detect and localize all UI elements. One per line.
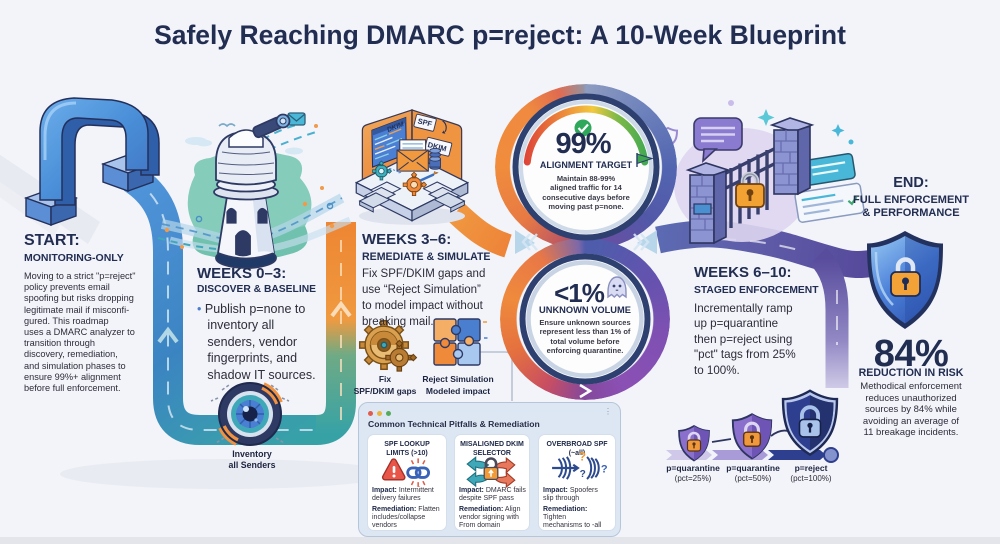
svg-text:?: ? <box>580 469 586 480</box>
svg-text:?: ? <box>579 450 586 464</box>
svg-text:SPF: SPF <box>417 116 434 128</box>
svg-text:?: ? <box>601 464 608 476</box>
